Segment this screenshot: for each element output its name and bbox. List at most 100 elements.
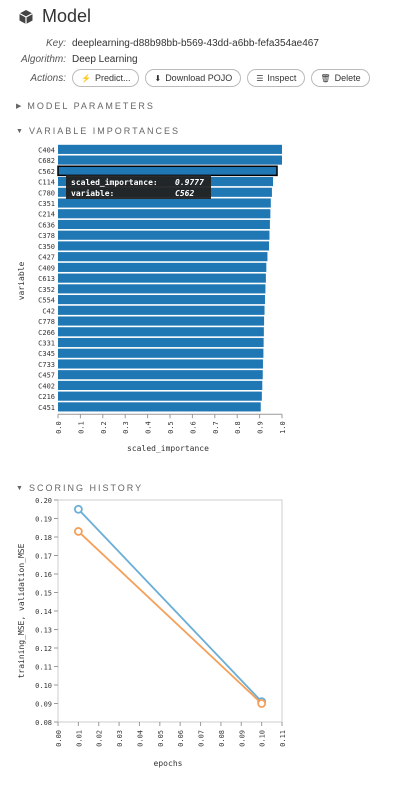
bar-C216[interactable]: [58, 391, 262, 401]
y-tick-label: C780: [38, 189, 55, 197]
y-tick-label: C404: [38, 146, 55, 154]
x-tick-label: 0.01: [75, 730, 83, 747]
x-tick-label: 0.2: [100, 421, 108, 434]
bar-C351[interactable]: [58, 198, 271, 208]
x-tick-label: 0.00: [55, 730, 63, 747]
y-tick-label: 0.17: [35, 553, 52, 561]
series-point-validation[interactable]: [257, 699, 267, 708]
x-tick-label: 0.10: [259, 730, 267, 747]
bar-C378[interactable]: [58, 230, 270, 240]
bar-C402[interactable]: [58, 380, 263, 390]
x-tick-label: 0.11: [279, 730, 287, 747]
bar-C613[interactable]: [58, 273, 266, 283]
download-icon: ⬇: [154, 73, 162, 83]
actions-label: Actions:: [30, 72, 66, 84]
y-tick-label: C733: [38, 361, 55, 369]
download-pojo-label: Download POJO: [165, 73, 233, 83]
bar-C451[interactable]: [58, 402, 261, 412]
bar-C427[interactable]: [58, 252, 268, 262]
x-tick-label: 0.07: [198, 730, 206, 747]
key-label: Key:: [45, 38, 66, 49]
y-tick-label: 0.12: [35, 645, 52, 653]
bar-C554[interactable]: [58, 295, 265, 305]
x-tick-label: 0.5: [167, 421, 175, 434]
series-line-validation: [77, 530, 263, 705]
inspect-button[interactable]: ☰ Inspect: [247, 69, 306, 87]
y-tick-label: C613: [38, 275, 55, 283]
section-variable-importances-label: VARIABLE IMPORTANCES: [28, 126, 180, 136]
bar-C636[interactable]: [58, 219, 270, 230]
section-scoring-history[interactable]: ▼ SCORING HISTORY: [16, 483, 143, 493]
bar-C352[interactable]: [58, 284, 266, 294]
caret-down-icon: ▼: [16, 127, 25, 135]
varimp-ylabel: variable: [17, 262, 26, 301]
y-tick-label: C402: [38, 382, 55, 390]
section-scoring-history-label: SCORING HISTORY: [28, 483, 144, 493]
x-tick-label: 0.05: [157, 730, 165, 747]
bar-C350[interactable]: [58, 241, 270, 251]
scoring-history-chart: 0.08 0.09 0.10 0.11 0.12 0.13 0.14 0.15 0.16 0.17…: [17, 497, 287, 768]
y-tick-label: C457: [38, 372, 55, 380]
series-point-training[interactable]: [73, 504, 83, 514]
x-tick-label: 0.4: [145, 421, 153, 434]
y-tick-label: C331: [38, 340, 55, 348]
section-model-parameters[interactable]: ▶ MODEL PARAMETERS: [16, 101, 155, 111]
bar-C457[interactable]: [58, 370, 263, 380]
page-title: Model: [42, 6, 92, 26]
x-tick-label: 0.3: [122, 421, 130, 434]
bar-C682[interactable]: [58, 155, 282, 165]
x-tick-label: 0.7: [212, 421, 220, 434]
bar-C733[interactable]: [58, 359, 263, 369]
y-tick-label: C352: [38, 286, 55, 294]
y-tick-label: C351: [38, 200, 55, 208]
x-tick-label: 1.0: [279, 421, 287, 434]
tooltip: scaled_importance: 0.9777 variable: C562: [66, 175, 211, 199]
y-tick-label: 0.09: [35, 701, 52, 709]
y-tick-label: C345: [38, 350, 55, 358]
y-tick-label: C378: [38, 232, 55, 240]
y-tick-label: 0.13: [35, 627, 52, 635]
scoring-xlabel: epochs: [154, 759, 183, 768]
scoring-ylabel: training_MSE, validation_MSE: [17, 543, 26, 678]
bar-C404[interactable]: [58, 144, 282, 154]
tooltip-box: [66, 175, 211, 199]
bar-C42[interactable]: [58, 305, 265, 315]
caret-right-icon: ▶: [16, 103, 24, 110]
x-tick-label: 0.1: [77, 421, 85, 434]
x-tick-label: 0.08: [218, 730, 226, 747]
bar-C214[interactable]: [58, 209, 271, 219]
y-tick-label: C42: [42, 307, 55, 315]
y-tick-label: C350: [38, 243, 55, 251]
x-tick-label: 0.02: [96, 730, 104, 747]
caret-down-icon: ▼: [16, 484, 25, 492]
model-title: Model: [18, 6, 91, 27]
y-tick-label: C114: [38, 179, 55, 187]
x-tick-label: 0.8: [234, 421, 242, 434]
predict-button[interactable]: ⚡ Predict...: [72, 69, 140, 87]
predict-button-label: Predict...: [94, 73, 131, 83]
x-tick-label: 0.9: [257, 421, 265, 434]
bar-C562[interactable]: [57, 165, 278, 177]
y-tick-label: C682: [38, 157, 55, 165]
series-line-training: [77, 508, 263, 703]
bar-C345[interactable]: [58, 348, 264, 358]
y-tick-label: C427: [38, 254, 55, 262]
bar-C331[interactable]: [58, 337, 264, 348]
section-variable-importances[interactable]: ▼ VARIABLE IMPORTANCES: [16, 126, 180, 136]
download-pojo-button[interactable]: ⬇ Download POJO: [145, 69, 242, 87]
y-tick-label: C562: [38, 168, 55, 176]
y-tick-label: 0.15: [35, 590, 52, 598]
y-tick-label: 0.20: [35, 497, 52, 505]
bar-C409[interactable]: [58, 262, 267, 272]
series-point-validation[interactable]: [73, 527, 83, 536]
key-row: Key: deeplearning-d88b98bb-b569-43dd-a6bb…: [18, 38, 319, 49]
bar-C778[interactable]: [58, 316, 265, 326]
x-tick-label: 0.0: [55, 421, 63, 434]
bar-C266[interactable]: [58, 327, 264, 337]
delete-button[interactable]: 🗑 Delete: [311, 69, 370, 87]
algorithm-label: Algorithm:: [20, 54, 66, 65]
bolt-icon: ⚡: [81, 73, 91, 83]
y-tick-label: 0.10: [35, 682, 52, 690]
key-value: deeplearning-d88b98bb-b569-43dd-a6bb-fef…: [72, 38, 319, 49]
y-tick-label: C451: [38, 404, 55, 412]
